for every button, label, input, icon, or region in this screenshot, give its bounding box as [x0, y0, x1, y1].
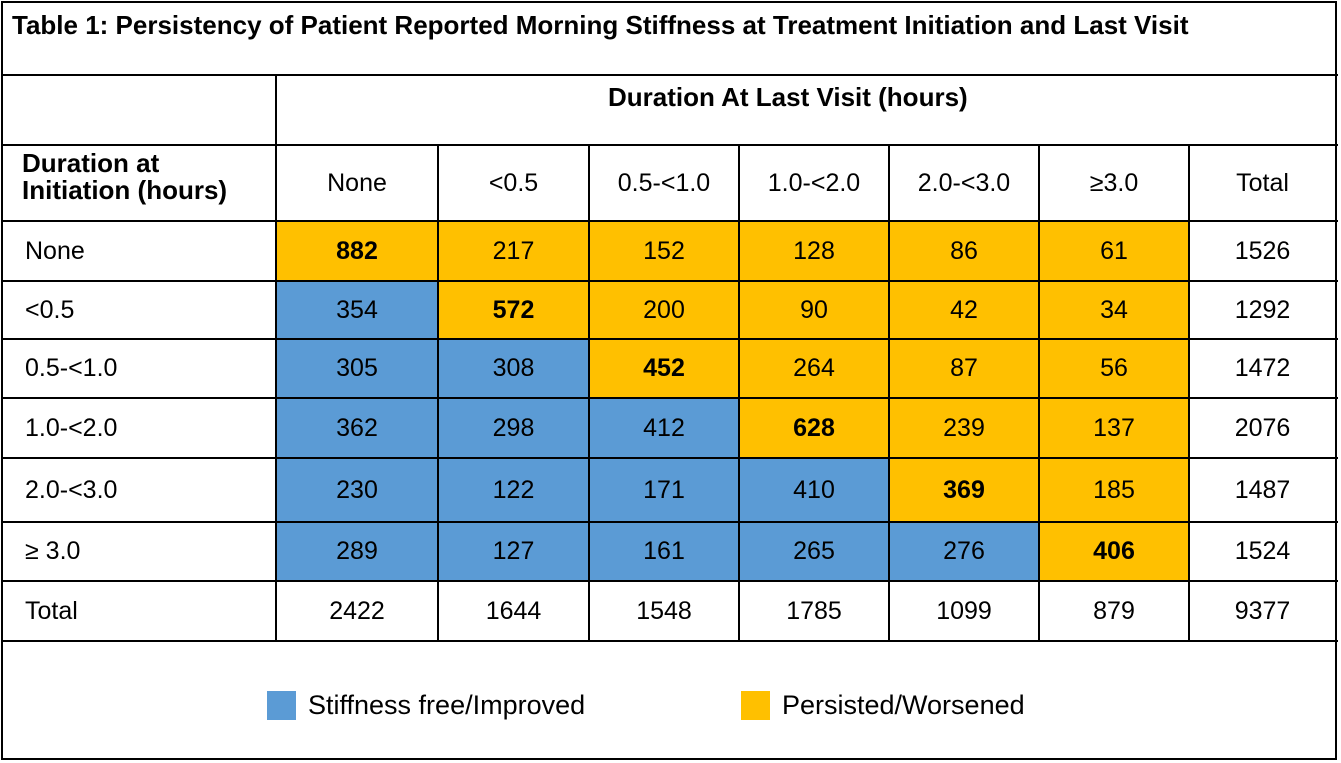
column-header-divider: [1, 220, 1338, 222]
table-cell-r1-c1: 572: [438, 281, 589, 339]
row-divider-5: [1, 521, 1338, 523]
table-cell-r6-c3: 1785: [786, 596, 842, 625]
column-header-0: None: [327, 168, 387, 197]
table-cell-r3-c1: 298: [438, 398, 589, 458]
table-cell-r6-c2: 1548: [636, 596, 692, 625]
table-cell-r6-c5: 879: [1093, 596, 1135, 625]
column-group-header: Duration At Last Visit (hours): [608, 82, 968, 112]
table-cell-r0-c5: 61: [1039, 221, 1189, 281]
legend-item-improved: Stiffness free/Improved: [267, 690, 585, 721]
table-cell-r3-c6: 2076: [1234, 413, 1291, 442]
table-cell-r5-c3: 265: [739, 522, 889, 581]
row-divider-1: [1, 280, 1338, 282]
table-cell-r0-c1: 217: [438, 221, 589, 281]
group-header-divider: [1, 144, 1338, 146]
table-cell-r2-c5: 56: [1039, 339, 1189, 398]
table-cell-r0-c3: 128: [739, 221, 889, 281]
row-group-header: Duration at Initiation (hours): [22, 148, 228, 205]
column-divider-3: [588, 145, 590, 641]
column-divider-2: [437, 145, 439, 641]
row-label-5: ≥ 3.0: [25, 537, 81, 565]
legend-label-improved: Stiffness free/Improved: [308, 690, 586, 720]
row-label-6: Total: [25, 596, 78, 625]
column-divider-7: [1188, 145, 1190, 641]
table-cell-r4-c3: 410: [739, 458, 889, 522]
table-cell-r1-c3: 90: [739, 281, 889, 339]
row-header-divider: [275, 75, 277, 641]
table-cell-r6-c4: 1099: [936, 596, 992, 625]
table-cell-r6-c6: 9377: [1234, 596, 1291, 625]
table-cell-r4-c5: 185: [1039, 458, 1189, 522]
table-title: Table 1: Persistency of Patient Reported…: [12, 10, 1189, 40]
row-label-2: 0.5-<1.0: [25, 354, 118, 382]
row-label-4: 2.0-<3.0: [25, 475, 118, 504]
column-header-1: <0.5: [488, 168, 539, 197]
table-cell-r2-c6: 1472: [1234, 354, 1291, 382]
table-cell-r6-c1: 1644: [485, 596, 542, 625]
table-cell-r1-c4: 42: [889, 281, 1039, 339]
row-divider-6: [1, 580, 1338, 582]
row-label-1: <0.5: [25, 295, 75, 324]
title-divider: [1, 74, 1338, 76]
legend-label-worsened: Persisted/Worsened: [782, 690, 1025, 720]
column-divider-5: [888, 145, 890, 641]
legend-item-worsened: Persisted/Worsened: [741, 690, 1025, 721]
table-cell-r2-c1: 308: [438, 339, 589, 398]
table-cell-r4-c6: 1487: [1234, 475, 1291, 504]
table-cell-r5-c2: 161: [589, 522, 739, 581]
table-cell-r4-c1: 122: [438, 458, 589, 522]
column-header-4: 2.0-<3.0: [917, 168, 1011, 197]
table-cell-r5-c1: 127: [438, 522, 589, 581]
table-cell-r3-c0: 362: [276, 398, 438, 458]
column-header-6: Total: [1236, 168, 1289, 197]
row-divider-4: [1, 457, 1338, 459]
row-label-3: 1.0-<2.0: [25, 413, 118, 442]
row-divider-2: [1, 338, 1338, 340]
table-cell-r2-c4: 87: [889, 339, 1039, 398]
legend-swatch-worsened: [741, 691, 770, 720]
legend-swatch-improved: [267, 691, 296, 720]
column-divider-4: [738, 145, 740, 641]
table-cell-r3-c4: 239: [889, 398, 1039, 458]
table-cell-r5-c4: 276: [889, 522, 1039, 581]
column-header-2: 0.5-<1.0: [617, 168, 711, 197]
table-cell-r0-c4: 86: [889, 221, 1039, 281]
row-label-0: None: [25, 236, 85, 265]
table-cell-r4-c0: 230: [276, 458, 438, 522]
row-divider-3: [1, 397, 1338, 399]
table-cell-r2-c0: 305: [276, 339, 438, 398]
table-cell-r1-c2: 200: [589, 281, 739, 339]
table-cell-r5-c6: 1524: [1234, 537, 1291, 565]
table-cell-r4-c2: 171: [589, 458, 739, 522]
table-cell-r2-c2: 452: [589, 339, 739, 398]
table-cell-r6-c0: 2422: [329, 596, 385, 625]
table-cell-r4-c4: 369: [889, 458, 1039, 522]
table-cell-r3-c2: 412: [589, 398, 739, 458]
table-cell-r1-c0: 354: [276, 281, 438, 339]
column-divider-6: [1038, 145, 1040, 641]
table-cell-r2-c3: 264: [739, 339, 889, 398]
table-cell-r0-c0: 882: [276, 221, 438, 281]
table-cell-r1-c5: 34: [1039, 281, 1189, 339]
column-header-5: ≥3.0: [1089, 168, 1139, 197]
table-cell-r0-c2: 152: [589, 221, 739, 281]
table-cell-r5-c5: 406: [1039, 522, 1189, 581]
table-cell-r3-c3: 628: [739, 398, 889, 458]
row-divider-7: [1, 640, 1338, 642]
column-header-3: 1.0-<2.0: [767, 168, 861, 197]
table-cell-r0-c6: 1526: [1234, 236, 1291, 265]
table-cell-r5-c0: 289: [276, 522, 438, 581]
table-cell-r1-c6: 1292: [1234, 295, 1291, 324]
table-cell-r3-c5: 137: [1039, 398, 1189, 458]
